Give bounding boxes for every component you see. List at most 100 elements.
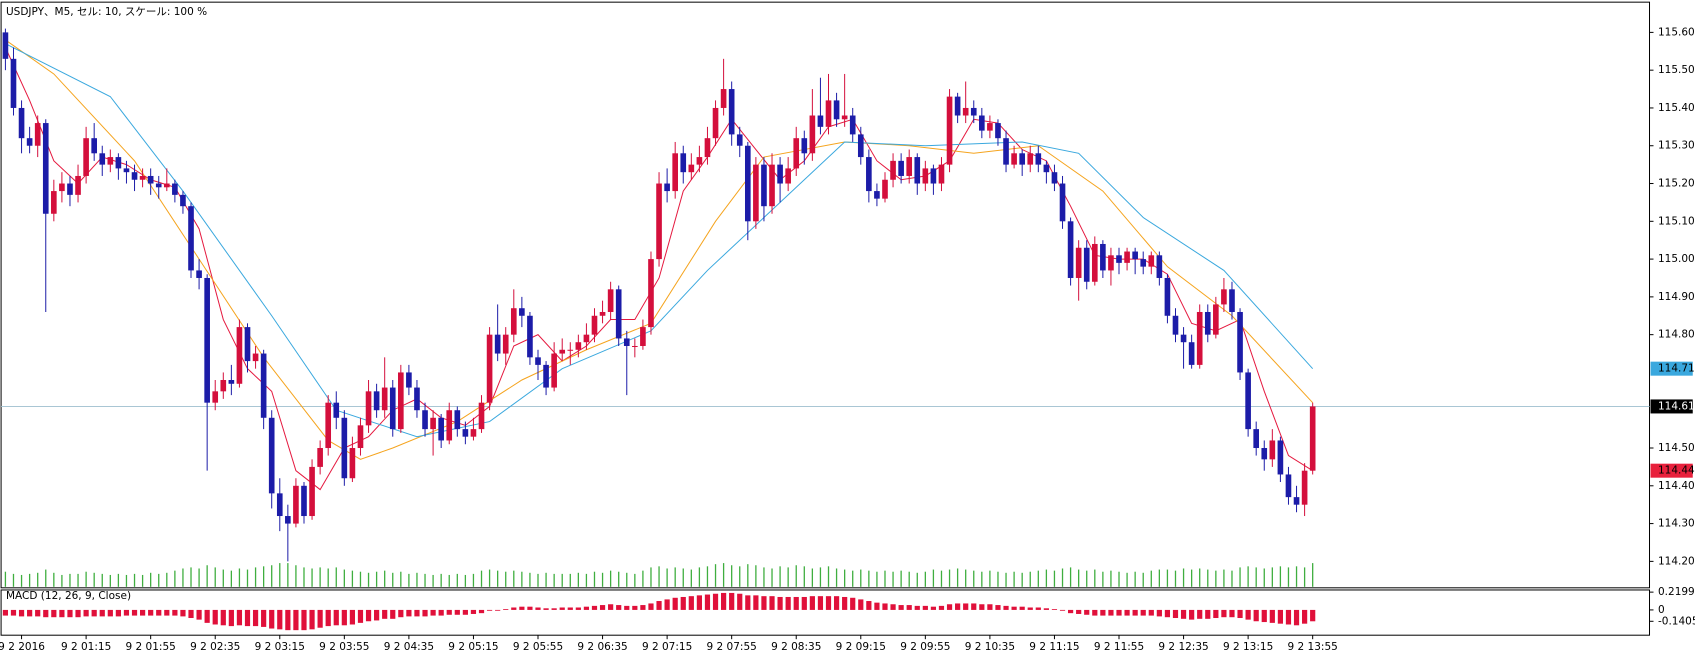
candle-body — [341, 417, 348, 479]
candle-body — [1043, 164, 1050, 173]
candle-body — [1019, 153, 1025, 165]
candle-body — [365, 391, 372, 426]
macd-bar — [729, 592, 735, 610]
candle-body — [543, 364, 549, 388]
candle-body — [1188, 342, 1195, 365]
candle-body — [220, 380, 227, 392]
candle-body — [1140, 259, 1147, 267]
candle-body — [664, 183, 670, 192]
macd-bar — [842, 596, 848, 610]
macd-bar — [1180, 609, 1187, 619]
candle-body — [640, 327, 646, 346]
candle-body — [938, 164, 945, 184]
candle-body — [753, 164, 759, 222]
macd-bar — [955, 603, 961, 610]
candle-body — [857, 134, 864, 158]
macd-bar — [341, 609, 347, 626]
candle-body — [841, 115, 848, 120]
price-label-box — [1650, 463, 1693, 478]
candle-body — [1245, 372, 1251, 430]
x-tick-label: 9 2 05:55 — [513, 641, 563, 653]
macd-label: MACD (12, 26, 9, Close) — [6, 590, 131, 602]
candle-body — [704, 138, 711, 158]
macd-bar — [640, 605, 646, 610]
candle-body — [1269, 440, 1276, 460]
macd-bar — [252, 609, 259, 627]
macd-bar — [470, 609, 477, 614]
macd-bar — [599, 605, 606, 610]
macd-bar — [712, 593, 719, 610]
candle-body — [615, 289, 622, 339]
y-tick-label: 114.80 — [1658, 329, 1695, 341]
candle-body — [1083, 247, 1090, 282]
y-tick-label: 114.20 — [1658, 555, 1695, 567]
macd-bar — [745, 595, 751, 610]
candle-body — [1124, 251, 1130, 263]
macd-bar — [1285, 609, 1292, 625]
candle-body — [486, 334, 493, 403]
macd-bar — [1253, 609, 1259, 622]
candle-body — [648, 259, 654, 328]
macd-bar — [1140, 609, 1146, 616]
macd-bar — [325, 609, 331, 627]
candle-body — [381, 387, 388, 411]
candle-body — [91, 138, 97, 154]
candle-body — [914, 157, 921, 184]
candle-body — [59, 183, 65, 192]
candle-body — [83, 138, 89, 176]
candle-body — [18, 107, 25, 139]
macd-bar — [406, 609, 412, 617]
macd-bar — [1027, 607, 1033, 610]
macd-bar — [1011, 606, 1017, 610]
macd-bar — [486, 609, 493, 611]
macd-bar — [1221, 609, 1227, 618]
candle-body — [357, 425, 364, 449]
macd-bar — [99, 609, 105, 617]
macd-bar — [27, 609, 33, 617]
candle-body — [438, 417, 444, 441]
macd-bar — [333, 609, 339, 626]
candle-body — [1164, 277, 1171, 316]
candle-body — [34, 123, 41, 146]
candle-body — [228, 380, 235, 384]
candle-body — [825, 100, 832, 127]
macd-bar — [890, 604, 896, 610]
macd-bar — [656, 601, 662, 610]
candle-body — [10, 58, 17, 108]
candle-body — [1237, 311, 1243, 373]
macd-bar — [1051, 609, 1058, 610]
macd-bar — [850, 597, 856, 610]
macd-bar — [963, 603, 969, 610]
x-tick-label: 9 2 10:35 — [965, 641, 1015, 653]
macd-bar — [1237, 609, 1243, 619]
candle-body — [373, 391, 380, 411]
candle-body — [890, 160, 896, 180]
candle-body — [446, 410, 453, 441]
candle-body — [680, 153, 687, 173]
candle-body — [163, 183, 170, 188]
macd-bar — [43, 609, 49, 618]
x-tick-label: 9 2 03:55 — [319, 641, 369, 653]
macd-bar — [51, 609, 57, 618]
x-tick-label: 9 2 06:35 — [577, 641, 627, 653]
candle-body — [1075, 247, 1082, 278]
macd-bar — [1277, 609, 1283, 624]
candle-body — [583, 334, 590, 343]
candle-body — [212, 391, 219, 403]
candle-body — [906, 157, 913, 176]
candle-body — [123, 168, 130, 173]
candle-body — [1253, 429, 1260, 449]
macd-bar — [793, 596, 799, 610]
macd-bar — [664, 599, 670, 610]
candle-body — [309, 466, 315, 517]
candle-body — [75, 175, 81, 195]
candle-body — [389, 387, 396, 430]
candle-body — [962, 107, 969, 116]
x-tick-label: 9 2 11:15 — [1029, 641, 1079, 653]
macd-tick-label: -0.1405 — [1658, 615, 1695, 627]
price-label-box — [1650, 399, 1693, 414]
macd-bar — [172, 609, 178, 616]
macd-bar — [696, 595, 702, 610]
x-tick-label: 9 2 08:35 — [771, 641, 821, 653]
y-tick-label: 115.20 — [1658, 178, 1695, 190]
